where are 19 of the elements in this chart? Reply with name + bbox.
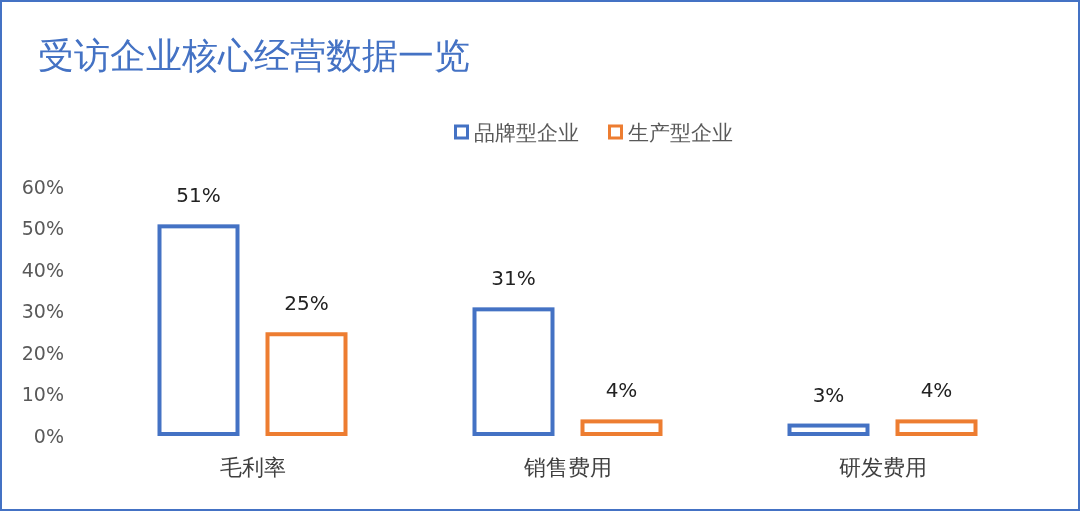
legend-label: 品牌型企业	[473, 121, 579, 146]
text: 25%	[284, 291, 329, 316]
legend-label: 生产型企业	[627, 121, 733, 146]
x-tick-label: 毛利率	[219, 455, 286, 480]
x-tick-label: 研发费用	[838, 455, 927, 480]
y-tick-label: 20%	[21, 341, 64, 364]
text: 51%	[176, 183, 221, 208]
y-tick-label: 40%	[21, 258, 64, 281]
x-tick-label: 销售费用	[522, 455, 612, 480]
text: 31%	[491, 266, 536, 291]
text: 4%	[605, 378, 638, 403]
y-tick-label: 50%	[21, 217, 64, 240]
chart-title: 受访企业核心经营数据一览	[38, 35, 470, 76]
text: 4%	[920, 378, 953, 403]
text: 3%	[812, 382, 845, 407]
y-tick-label: 10%	[21, 383, 64, 406]
y-tick-label: 30%	[21, 300, 64, 323]
y-tick-label: 60%	[21, 175, 64, 198]
y-tick-label: 0%	[33, 424, 64, 447]
